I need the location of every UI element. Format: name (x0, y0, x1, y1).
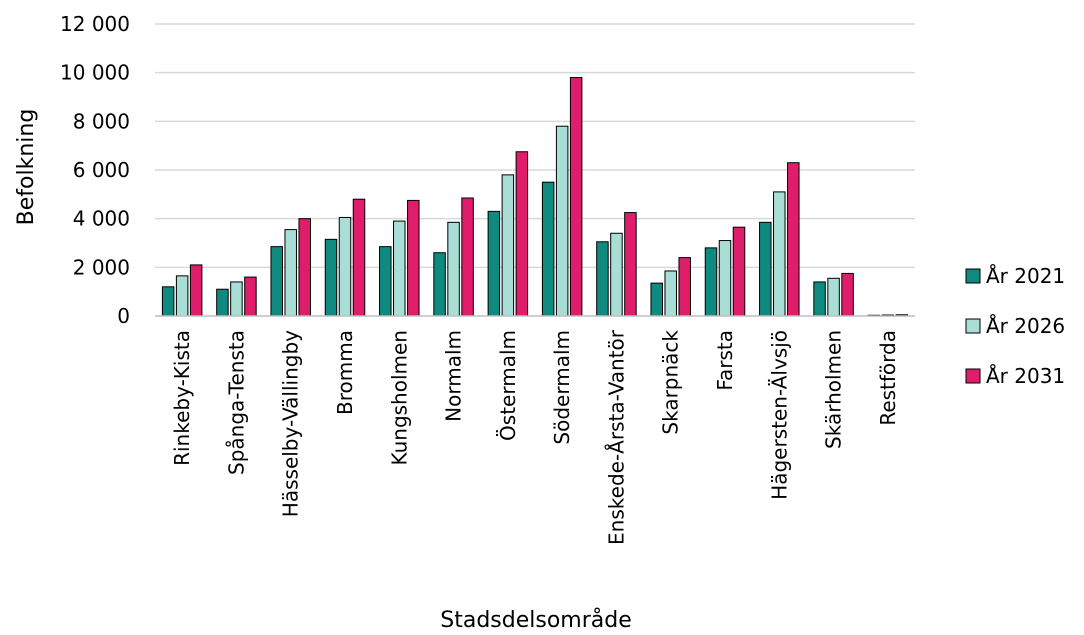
bar-år-2031-2 (298, 218, 311, 317)
bar-år-2031-10 (732, 226, 746, 317)
y-tick-label: 8 000 (73, 109, 130, 133)
x-category-label: Hägersten-Älvsjö (767, 330, 791, 500)
bar-år-2031-7 (569, 77, 583, 317)
bar-år-2026-3 (338, 216, 352, 317)
legend-swatch (965, 268, 981, 284)
bar-år-2021-11 (759, 221, 772, 317)
x-category-label: Farsta (713, 330, 737, 391)
gridlines (155, 23, 915, 269)
y-tick-label: 2 000 (73, 255, 130, 279)
x-category-label: Spånga-Tensta (224, 330, 248, 475)
bar-år-2021-10 (704, 247, 718, 317)
bar-år-2021-0 (161, 286, 175, 317)
bar-år-2031-12 (841, 272, 854, 317)
bar-år-2021-12 (813, 281, 826, 317)
bar-år-2021-6 (487, 210, 501, 317)
bar-år-2021-8 (596, 241, 609, 317)
bar-år-2026-4 (393, 220, 406, 317)
bar-år-2021-9 (650, 282, 663, 317)
legend-label: År 2031 (986, 364, 1065, 388)
y-tick-label: 6 000 (73, 158, 130, 182)
bar-år-2021-4 (379, 246, 392, 317)
legend-label: År 2021 (986, 264, 1065, 288)
x-category-label: Skarpnäck (659, 330, 683, 435)
x-category-label: Hässelby-Vällingby (279, 330, 303, 517)
bar-år-2026-1 (230, 281, 243, 317)
bar-år-2021-5 (433, 252, 446, 317)
x-category-label: Restförda (876, 330, 900, 426)
x-category-label: Enskede-Årsta-Vantör (604, 329, 628, 545)
x-category-label: Östermalm (496, 330, 520, 441)
bar-år-2031-8 (624, 212, 637, 317)
bar-år-2031-1 (244, 276, 257, 317)
bar-år-2026-7 (555, 125, 569, 317)
legend: År 2021 År 2026 År 2031 (965, 264, 1065, 388)
x-category-label: Normalm (442, 330, 466, 422)
x-axis-title: Stadsdelsområde (440, 607, 632, 633)
y-tick-label: 0 (117, 304, 130, 328)
bars (161, 77, 909, 317)
legend-swatch (965, 318, 981, 334)
bar-år-2031-5 (461, 197, 474, 317)
x-category-label: Kungsholmen (387, 330, 411, 466)
bar-år-2031-11 (787, 162, 800, 317)
y-axis-tick-labels: 0 2 000 4 000 6 000 8 000 10 000 12 000 (60, 12, 130, 328)
x-category-label: Skärholmen (822, 330, 846, 449)
bar-år-2026-5 (447, 221, 460, 317)
x-category-label: Rinkeby-Kista (170, 330, 194, 466)
bar-år-2031-6 (515, 151, 529, 317)
bar-år-2026-2 (284, 229, 297, 317)
x-axis-category-labels: Rinkeby-Kista Spånga-Tensta Hässelby-Välli… (170, 329, 900, 545)
x-category-label: Södermalm (550, 330, 574, 445)
bar-år-2031-9 (678, 257, 691, 317)
legend-swatch (965, 368, 981, 384)
bar-år-2026-9 (664, 270, 677, 317)
bar-år-2031-0 (189, 264, 203, 317)
bar-år-2021-1 (216, 288, 229, 317)
bar-år-2026-0 (175, 275, 189, 317)
bar-år-2026-8 (610, 232, 623, 317)
bar-år-2026-12 (827, 277, 840, 317)
bar-år-2021-7 (541, 181, 555, 317)
bar-år-2026-6 (501, 174, 515, 317)
bar-år-2021-3 (324, 238, 338, 317)
y-axis-title: Befolkning (14, 109, 39, 226)
bar-år-2031-4 (407, 199, 420, 317)
y-tick-label: 10 000 (60, 61, 130, 85)
bar-år-2026-11 (773, 191, 786, 317)
bar-år-2031-3 (352, 198, 366, 317)
bar-år-2021-2 (270, 246, 283, 317)
legend-label: År 2026 (986, 314, 1065, 338)
x-category-label: Bromma (333, 330, 357, 415)
y-tick-label: 4 000 (73, 207, 130, 231)
bar-år-2026-10 (718, 240, 732, 317)
y-tick-label: 12 000 (60, 12, 130, 36)
